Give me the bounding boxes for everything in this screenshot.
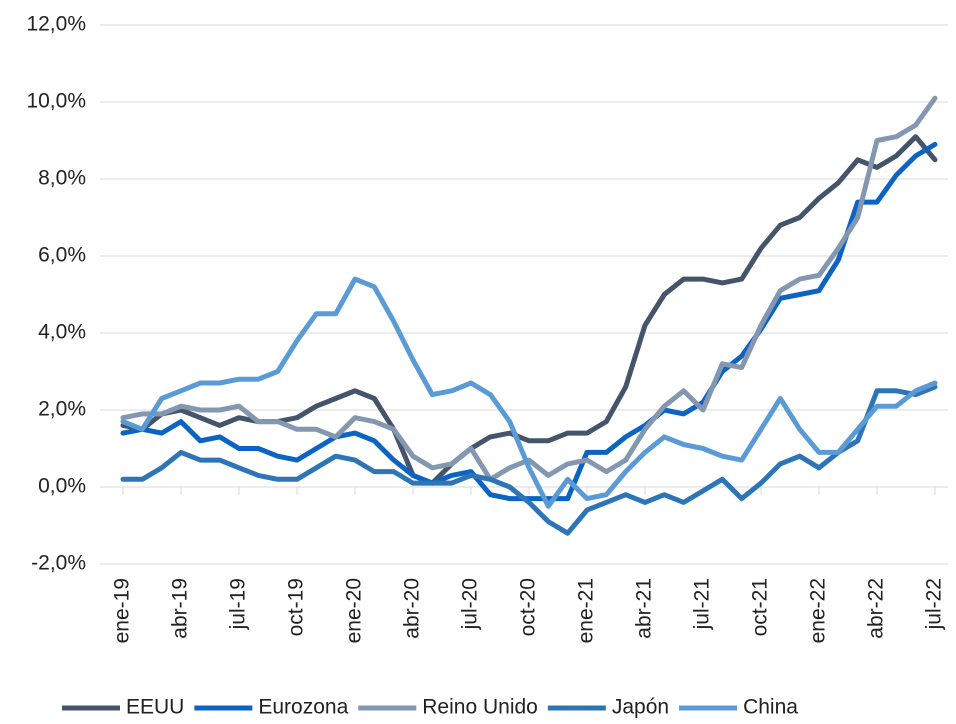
x-tick-label: oct-19	[285, 578, 308, 636]
x-tick-label: abr-22	[865, 578, 888, 639]
x-tick-label: oct-20	[517, 578, 540, 636]
legend-label: Japón	[612, 696, 669, 719]
x-tick-label: jul-20	[459, 578, 482, 630]
y-tick-label: 8,0%	[38, 167, 86, 190]
x-tick-label: abr-19	[169, 578, 192, 639]
y-tick-label: 2,0%	[38, 398, 86, 421]
y-tick-label: 10,0%	[26, 90, 86, 113]
x-tick-label: ene-22	[807, 578, 830, 643]
x-tick-label: jul-19	[227, 578, 250, 630]
y-tick-label: 6,0%	[38, 244, 86, 267]
series-line	[120, 384, 938, 536]
x-tick-label: jul-21	[691, 578, 714, 630]
series-line	[120, 134, 938, 486]
x-tick-label: abr-20	[401, 578, 424, 639]
x-tick-label: ene-21	[575, 578, 598, 643]
legend-item: Japón	[547, 696, 669, 719]
legend-label: EEUU	[126, 696, 184, 719]
x-tick-label: abr-21	[633, 578, 656, 639]
y-tick-label: -2,0%	[31, 552, 86, 575]
x-tick-label: oct-21	[749, 578, 772, 636]
x-tick-label: ene-20	[343, 578, 366, 643]
series-line	[120, 95, 938, 482]
y-tick-label: 0,0%	[38, 475, 86, 498]
legend-label: Reino Unido	[422, 696, 538, 719]
y-tick-label: 12,0%	[26, 13, 86, 36]
legend-item: Eurozona	[194, 696, 349, 719]
legend-item: China	[679, 696, 798, 719]
legend-label: Eurozona	[258, 696, 348, 719]
legend-label: China	[743, 696, 798, 719]
y-tick-label: 4,0%	[38, 321, 86, 344]
legend-item: Reino Unido	[358, 696, 538, 719]
series-line	[120, 141, 938, 502]
legend-item: EEUU	[62, 696, 184, 719]
x-tick-label: jul-22	[923, 578, 946, 630]
series-line	[120, 276, 938, 509]
x-tick-label: ene-19	[111, 578, 134, 643]
